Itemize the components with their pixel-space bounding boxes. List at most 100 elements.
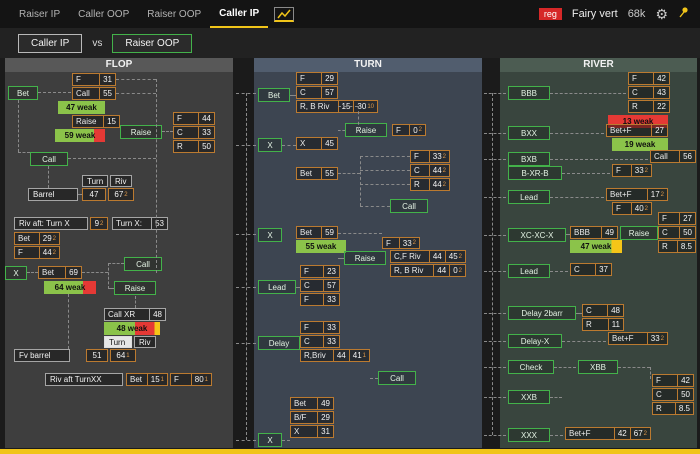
node-riv-aft-turnxx[interactable]: Riv aft TurnXX xyxy=(45,373,123,386)
node-r-b-riv[interactable]: R, B Riv 44 0 2 xyxy=(390,264,466,277)
node-c[interactable]: C 50 xyxy=(652,388,694,401)
node-raise[interactable]: Raise xyxy=(120,125,162,139)
node-f[interactable]: F 23 xyxy=(300,265,340,278)
node-c[interactable]: C 50 xyxy=(658,226,696,239)
node-c[interactable]: C 43 xyxy=(628,86,670,99)
node-bet-f[interactable]: Bet+F 33 2 xyxy=(608,332,668,345)
node-bbb[interactable]: BBB xyxy=(508,86,550,100)
node-delay-2barr[interactable]: Delay 2barr xyxy=(508,306,576,320)
node-f[interactable]: F 80 1 xyxy=(170,373,212,386)
node-fv-barrel[interactable]: Fv barrel xyxy=(14,349,70,362)
node-67[interactable]: 67 2 xyxy=(108,188,134,201)
node-turn[interactable]: Turn xyxy=(104,336,132,348)
node-r[interactable]: R 50 xyxy=(173,140,215,153)
node-turn[interactable]: Turn xyxy=(82,175,108,187)
node-call[interactable]: Call xyxy=(390,199,428,213)
node-bet[interactable]: Bet xyxy=(258,88,290,102)
tab-caller-oop[interactable]: Caller OOP xyxy=(78,8,130,20)
node-x[interactable]: X 31 xyxy=(290,425,334,438)
node-x[interactable]: X xyxy=(5,266,27,280)
node-f[interactable]: F 44 2 xyxy=(14,246,60,259)
node-r[interactable]: R 44 2 xyxy=(410,178,450,191)
node-bet[interactable]: Bet 29 2 xyxy=(14,232,60,245)
node-call-xr[interactable]: Call XR 48 xyxy=(104,308,166,321)
node-x[interactable]: X xyxy=(258,228,282,242)
node-raise[interactable]: Raise xyxy=(345,123,387,137)
node-c[interactable]: C 57 xyxy=(300,279,340,292)
node-c-f-riv[interactable]: C,F Riv 44 45 2 xyxy=(390,250,466,263)
node-r[interactable]: R 8.5 xyxy=(658,240,696,253)
node-lead[interactable]: Lead xyxy=(508,190,550,204)
node-lead[interactable]: Lead xyxy=(258,280,296,294)
node-xxx[interactable]: XXX xyxy=(508,428,550,442)
node-delay-x[interactable]: Delay-X xyxy=(508,334,562,348)
node-c[interactable]: C 37 xyxy=(570,263,612,276)
gear-icon[interactable]: ⚙ xyxy=(655,6,668,22)
node-c[interactable]: C 33 xyxy=(173,126,215,139)
tab-raiser-oop[interactable]: Raiser OOP xyxy=(147,8,202,20)
node-f[interactable]: F 33 2 xyxy=(410,150,450,163)
node-check[interactable]: Check xyxy=(508,360,554,374)
node-f[interactable]: F 33 xyxy=(300,293,340,306)
node-f[interactable]: F 29 xyxy=(296,72,338,85)
node-delay[interactable]: Delay xyxy=(258,336,300,350)
node-f[interactable]: F 33 xyxy=(300,321,340,334)
node-lead[interactable]: Lead xyxy=(508,264,550,278)
node-call[interactable]: Call xyxy=(124,257,162,271)
matchup-left-selector[interactable]: Caller IP xyxy=(18,33,83,53)
node-bxb[interactable]: BXB xyxy=(508,152,550,166)
node-riv[interactable]: Riv xyxy=(110,175,132,187)
node-51[interactable]: 51 xyxy=(86,349,108,362)
node-r-b-riv[interactable]: R, B Riv 15 30 10 xyxy=(296,100,378,113)
node-riv[interactable]: Riv xyxy=(134,336,156,348)
node-xxb[interactable]: XXB xyxy=(508,390,550,404)
node-x[interactable]: X xyxy=(258,138,282,152)
node-bet-f[interactable]: Bet+F 17 2 xyxy=(606,188,668,201)
node-bet[interactable]: Bet 49 xyxy=(290,397,334,410)
node-bet[interactable]: Bet xyxy=(8,86,38,100)
node-64[interactable]: 64 1 xyxy=(110,349,136,362)
node-c[interactable]: C 44 2 xyxy=(410,164,450,177)
node-r-briv[interactable]: R,Briv 44 41 1 xyxy=(300,349,370,362)
node-b-f[interactable]: B/F 29 xyxy=(290,411,334,424)
node-call[interactable]: Call 56 xyxy=(650,150,696,163)
node-f[interactable]: F 33 2 xyxy=(612,164,652,177)
node-f[interactable]: F 42 xyxy=(628,72,670,85)
node-c[interactable]: C 57 xyxy=(296,86,338,99)
node-riv-aft-turn-x[interactable]: Riv aft: Turn X xyxy=(14,217,88,230)
node-x[interactable]: X 45 xyxy=(296,137,338,150)
node-c[interactable]: C 48 xyxy=(582,304,624,317)
node-call[interactable]: Call xyxy=(378,371,416,385)
node-bbb[interactable]: BBB 49 xyxy=(570,226,618,239)
node-raise[interactable]: Raise xyxy=(620,226,658,240)
node-f[interactable]: F 44 xyxy=(173,112,215,125)
chart-icon[interactable] xyxy=(274,6,295,22)
node-call[interactable]: Call xyxy=(30,152,68,166)
node-f[interactable]: F 27 xyxy=(658,212,696,225)
node-barrel[interactable]: Barrel xyxy=(28,188,78,201)
node-x[interactable]: X xyxy=(258,433,282,447)
matchup-right-selector[interactable]: Raiser OOP xyxy=(112,33,193,53)
node-r[interactable]: R 8.5 xyxy=(652,402,694,415)
node-xbb[interactable]: XBB xyxy=(578,360,618,374)
node-r[interactable]: R 22 xyxy=(628,100,670,113)
node-f[interactable]: F 40 2 xyxy=(612,202,652,215)
node-47[interactable]: 47 xyxy=(82,188,106,201)
node-bet-f[interactable]: Bet+F 42 67 2 xyxy=(565,427,651,440)
node-bet[interactable]: Bet 69 xyxy=(38,266,82,279)
node-r[interactable]: R 11 xyxy=(582,318,624,331)
node-turn-x[interactable]: Turn X: 53 xyxy=(112,217,168,230)
node-xc-xc-x[interactable]: XC-XC-X xyxy=(508,228,566,242)
node-b-xr-b[interactable]: B-XR-B xyxy=(508,166,562,180)
node-raise[interactable]: Raise xyxy=(344,251,386,265)
node-bet[interactable]: Bet 15 1 xyxy=(126,373,168,386)
node-raise[interactable]: Raise xyxy=(114,281,156,295)
tab-caller-ip[interactable]: Caller IP xyxy=(210,0,269,28)
tab-raiser-ip[interactable]: Raiser IP xyxy=(19,8,61,20)
node-raise[interactable]: Raise 15 xyxy=(72,115,120,128)
node-bet-f[interactable]: Bet+F 27 xyxy=(606,124,668,137)
node-call[interactable]: Call 55 xyxy=(72,87,116,100)
node-c[interactable]: C 33 xyxy=(300,335,340,348)
